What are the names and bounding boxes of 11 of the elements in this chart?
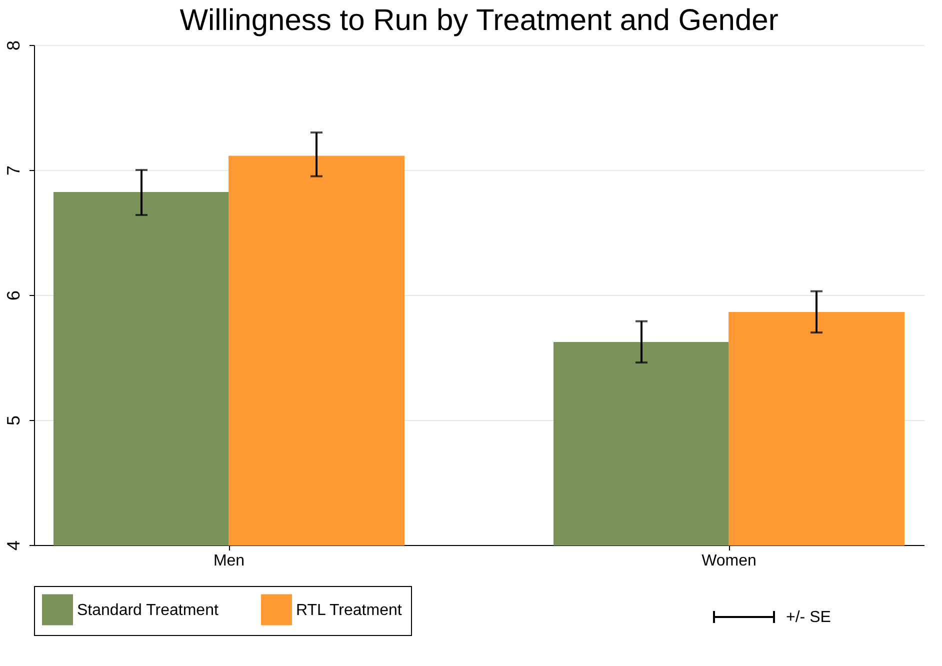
y-tick-label: 6 <box>4 290 24 301</box>
legend-label: Standard Treatment <box>77 602 219 619</box>
y-tick-label: 5 <box>4 415 24 426</box>
x-tick-label: Women <box>702 552 756 570</box>
text: +/- SE <box>786 609 831 626</box>
y-tick-label: 8 <box>4 40 24 51</box>
chart-title: Willingness to Run by Treatment and Gender <box>180 4 778 37</box>
y-tick-label: 7 <box>4 165 24 176</box>
legend-label: RTL Treatment <box>296 602 402 619</box>
x-tick-label: Men <box>213 552 245 570</box>
y-tick-label: 4 <box>4 540 24 551</box>
